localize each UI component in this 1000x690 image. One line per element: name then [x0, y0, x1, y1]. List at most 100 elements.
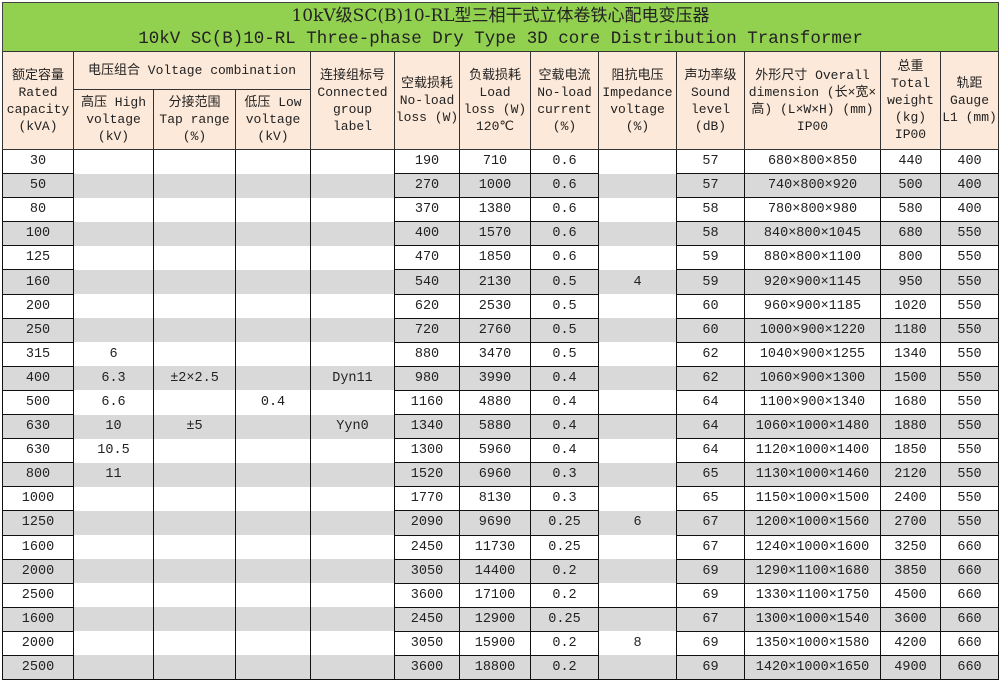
cell-no-load-current: 0.5 — [530, 269, 599, 295]
cell-high-voltage — [73, 559, 154, 584]
cell-rated-capacity: 400 — [2, 365, 74, 391]
cell-rated-capacity: 315 — [2, 341, 74, 367]
cell-no-load-loss: 540 — [394, 269, 460, 295]
cell-connection-group — [310, 510, 395, 535]
table-row: 1600 2450 12900 0.25 67 1300×1000×1540 3600 660 — [2, 606, 1000, 632]
cell-no-load-loss: 190 — [394, 148, 460, 174]
cell-total-weight: 3850 — [880, 558, 941, 584]
cell-dimension: 1350×1000×1580 — [744, 630, 881, 656]
cell-no-load-loss: 620 — [394, 293, 460, 319]
cell-total-weight: 2120 — [880, 462, 941, 487]
cell-low-voltage — [235, 438, 311, 463]
cell-rated-capacity: 1250 — [2, 510, 74, 535]
cell-connection-group — [310, 173, 395, 198]
cell-rated-capacity: 630 — [2, 414, 74, 439]
cell-impedance-voltage — [598, 535, 677, 560]
cell-dimension: 1060×900×1300 — [744, 365, 881, 391]
cell-total-weight: 3250 — [880, 534, 941, 560]
cell-high-voltage — [73, 221, 154, 246]
cell-dimension: 1100×900×1340 — [744, 389, 881, 415]
cell-load-loss: 3470 — [459, 341, 531, 367]
cell-connection-group — [310, 607, 395, 632]
cell-total-weight: 2700 — [880, 510, 941, 535]
cell-tap-range — [153, 245, 236, 270]
cell-no-load-loss: 470 — [394, 245, 460, 270]
cell-no-load-loss: 370 — [394, 197, 460, 222]
cell-no-load-current: 0.4 — [530, 414, 599, 439]
cell-no-load-loss: 400 — [394, 221, 460, 246]
cell-no-load-loss: 1770 — [394, 486, 460, 511]
table-row: 1000 1770 8130 0.3 65 1150×1000×1500 2400 550 — [2, 486, 1000, 511]
cell-high-voltage — [73, 510, 154, 535]
cell-low-voltage — [235, 559, 311, 584]
cell-low-voltage — [235, 583, 311, 608]
cell-connection-group — [310, 462, 395, 487]
cell-impedance-voltage — [598, 197, 677, 222]
cell-no-load-current: 0.6 — [530, 221, 599, 246]
cell-no-load-loss: 2450 — [394, 534, 460, 560]
cell-gauge: 660 — [939, 630, 1000, 656]
cell-rated-capacity: 125 — [2, 245, 74, 270]
cell-total-weight: 4200 — [880, 630, 941, 656]
cell-high-voltage — [73, 173, 154, 198]
cell-impedance-voltage: 4 — [598, 269, 677, 295]
cell-high-voltage — [73, 486, 154, 511]
cell-no-load-loss: 1300 — [394, 438, 460, 463]
cell-no-load-loss: 3050 — [394, 558, 460, 584]
cell-dimension: 1040×900×1255 — [744, 341, 881, 367]
header-voltage-combination: 电压组合 Voltage combination — [73, 51, 311, 90]
cell-sound-level: 60 — [676, 293, 745, 319]
cell-gauge: 550 — [939, 341, 1000, 367]
cell-total-weight: 800 — [880, 245, 941, 270]
cell-no-load-loss: 880 — [394, 341, 460, 367]
cell-high-voltage: 11 — [73, 462, 154, 487]
table-row: 125 470 1850 0.6 59 880×800×1100 800 550 — [2, 245, 1000, 270]
cell-sound-level: 59 — [676, 245, 745, 270]
cell-high-voltage — [73, 197, 154, 222]
cell-gauge: 660 — [939, 606, 1000, 632]
cell-dimension: 880×800×1100 — [744, 245, 881, 270]
cell-low-voltage — [235, 342, 311, 367]
cell-dimension: 1200×1000×1560 — [744, 510, 881, 535]
cell-no-load-current: 0.2 — [530, 654, 599, 681]
cell-connection-group — [310, 631, 395, 656]
cell-dimension: 1150×1000×1500 — [744, 486, 881, 511]
cell-high-voltage — [73, 607, 154, 632]
cell-sound-level: 65 — [676, 462, 745, 487]
cell-impedance-voltage — [598, 486, 677, 511]
table-row: 2000 3050 14400 0.2 69 1290×1100×1680 3850 660 — [2, 558, 1000, 584]
cell-connection-group — [310, 390, 395, 415]
cell-connection-group: Yyn0 — [310, 414, 395, 439]
header-no-load-current: 空载电流 No-load current (%) — [530, 51, 599, 150]
cell-impedance-voltage — [598, 342, 677, 367]
cell-rated-capacity: 2500 — [2, 582, 74, 608]
cell-sound-level: 69 — [676, 630, 745, 656]
table-row: 2500 3600 18800 0.2 69 1420×1000×1650 4900 660 — [2, 654, 1000, 681]
cell-total-weight: 4500 — [880, 582, 941, 608]
cell-sound-level: 58 — [676, 221, 745, 246]
cell-no-load-current: 0.5 — [530, 341, 599, 367]
header-high-voltage: 高压 High voltage (kV) — [73, 89, 154, 150]
cell-tap-range — [153, 462, 236, 487]
table-row: 630 10.5 1300 5960 0.4 64 1120×1000×1400 1850 55… — [2, 438, 1000, 463]
cell-rated-capacity: 80 — [2, 197, 74, 222]
cell-connection-group — [310, 655, 395, 681]
cell-low-voltage — [235, 535, 311, 560]
cell-load-loss: 9690 — [459, 510, 531, 535]
cell-low-voltage — [235, 245, 311, 270]
cell-load-loss: 4880 — [459, 389, 531, 415]
cell-sound-level: 58 — [676, 197, 745, 222]
cell-impedance-voltage — [598, 294, 677, 319]
cell-load-loss: 14400 — [459, 558, 531, 584]
header-low-voltage: 低压 Low voltage (kV) — [235, 89, 311, 150]
table-row: 400 6.3 ±2×2.5 Dyn11 980 3990 0.4 62 1060×900×13… — [2, 365, 1000, 391]
cell-gauge: 550 — [939, 438, 1000, 463]
cell-dimension: 780×800×980 — [744, 197, 881, 222]
cell-low-voltage — [235, 148, 311, 174]
header-total-weight: 总重 Total weight (kg) IP00 — [880, 51, 941, 150]
cell-high-voltage — [73, 631, 154, 656]
cell-load-loss: 5880 — [459, 414, 531, 439]
cell-high-voltage: 6.3 — [73, 366, 154, 391]
cell-high-voltage — [73, 583, 154, 608]
cell-high-voltage: 6 — [73, 342, 154, 367]
